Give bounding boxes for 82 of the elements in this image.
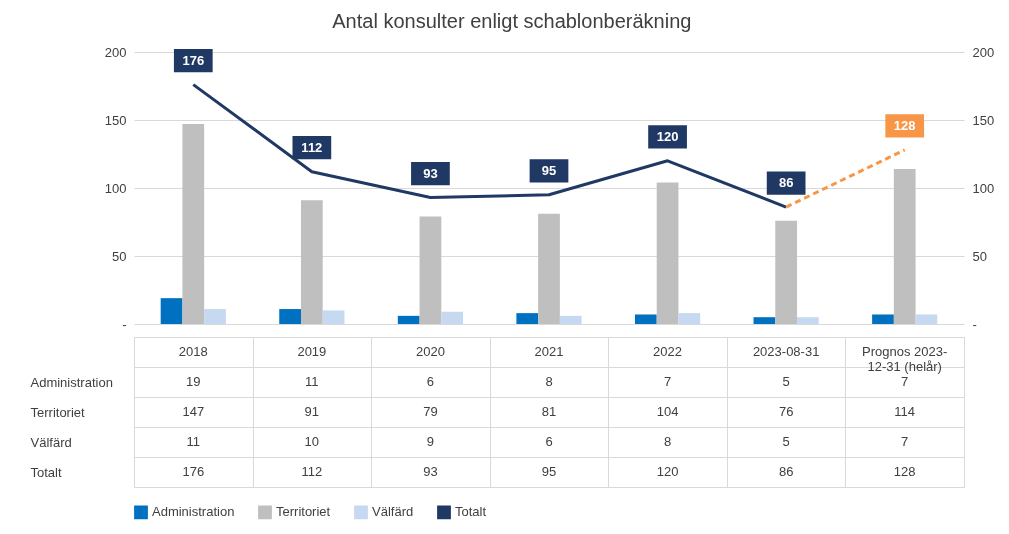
bar	[538, 213, 560, 324]
y-tick-label: 150	[104, 112, 127, 128]
annotation: 112	[301, 139, 323, 155]
data-label: 95	[541, 464, 557, 479]
bar	[516, 313, 539, 324]
y-tick-label: -	[122, 316, 127, 332]
bar	[872, 314, 894, 324]
text: Välfärd	[30, 434, 72, 450]
legend-label: Totalt	[455, 504, 487, 520]
y2-tick-label: 150	[972, 112, 995, 128]
data-label: 176	[182, 464, 205, 479]
data-label: 7	[901, 374, 909, 389]
y-tick-label: 200	[104, 44, 127, 60]
bar	[893, 168, 916, 324]
bar	[559, 315, 582, 324]
data-label: 7	[663, 374, 672, 389]
y2-tick-label: 200	[972, 44, 995, 60]
text: 128	[893, 464, 916, 479]
data-label: 8	[545, 374, 553, 389]
data-label: 112	[301, 464, 323, 479]
bar	[419, 216, 442, 324]
legend-label: Territoriet	[276, 504, 331, 520]
x-tick-label: 2020	[415, 344, 445, 359]
data-label: 147	[182, 404, 205, 419]
x-tick-label: Prognos 2023-12-31 (helår)	[862, 344, 948, 374]
x-tick-label: 2019	[297, 344, 327, 359]
legend-label: Administration	[152, 504, 235, 520]
annotation: 176	[182, 52, 205, 68]
data-label: 91	[304, 404, 320, 419]
annotation: 93	[423, 165, 438, 181]
bar	[204, 309, 226, 324]
x-tick-label: 2022	[653, 344, 683, 359]
bar	[441, 311, 464, 324]
data-label: 114	[894, 404, 916, 419]
data-label: 7	[901, 434, 909, 449]
data-label: 128	[893, 117, 916, 133]
data-label: 9	[426, 434, 435, 449]
data-label: 81	[541, 404, 557, 419]
data-label: 5	[782, 434, 790, 449]
annotation: 120	[656, 128, 679, 144]
bar	[797, 317, 819, 324]
data-label: 79	[423, 404, 438, 419]
bar	[182, 124, 205, 324]
data-label: 93	[423, 464, 438, 479]
chart-title: Antal konsulter enligt schablonberäkning	[332, 10, 692, 32]
x-tick-label: 2021	[534, 344, 564, 359]
data-label: 11	[186, 434, 201, 449]
y2-tick-label: 100	[972, 180, 995, 196]
bar	[656, 182, 679, 324]
y-tick-label: 50	[112, 248, 127, 264]
text: Totalt	[30, 464, 62, 480]
bar	[160, 298, 183, 324]
x-tick-label: 2018	[178, 344, 208, 359]
bar	[397, 315, 420, 324]
text: Territoriet	[30, 404, 85, 420]
bar	[634, 314, 657, 324]
text: Administration	[30, 374, 113, 390]
data-label: 120	[656, 464, 679, 479]
data-label: 19	[186, 374, 201, 389]
data-label: 86	[778, 175, 794, 191]
data-label: 6	[426, 374, 435, 389]
annotation: 95	[541, 162, 557, 178]
y2-tick-label: 50	[972, 248, 987, 264]
data-label: 86	[778, 464, 794, 479]
data-label: 8	[663, 434, 672, 449]
x-tick-label: 2023-08-31	[752, 344, 820, 359]
data-label: 10	[304, 434, 320, 449]
bar	[300, 200, 323, 324]
bar	[279, 309, 301, 324]
bar	[322, 310, 345, 324]
y2-tick-label: -	[972, 316, 977, 332]
data-label: 104	[656, 404, 679, 419]
bar	[753, 317, 776, 324]
y-tick-label: 100	[104, 180, 127, 196]
data-label: 11	[305, 374, 319, 389]
legend-label: Välfärd	[372, 504, 414, 520]
bar	[678, 313, 701, 324]
data-label: 6	[545, 434, 553, 449]
data-label: 5	[782, 374, 790, 389]
data-label: 76	[778, 404, 794, 419]
bar	[915, 314, 938, 324]
bar	[775, 220, 798, 324]
